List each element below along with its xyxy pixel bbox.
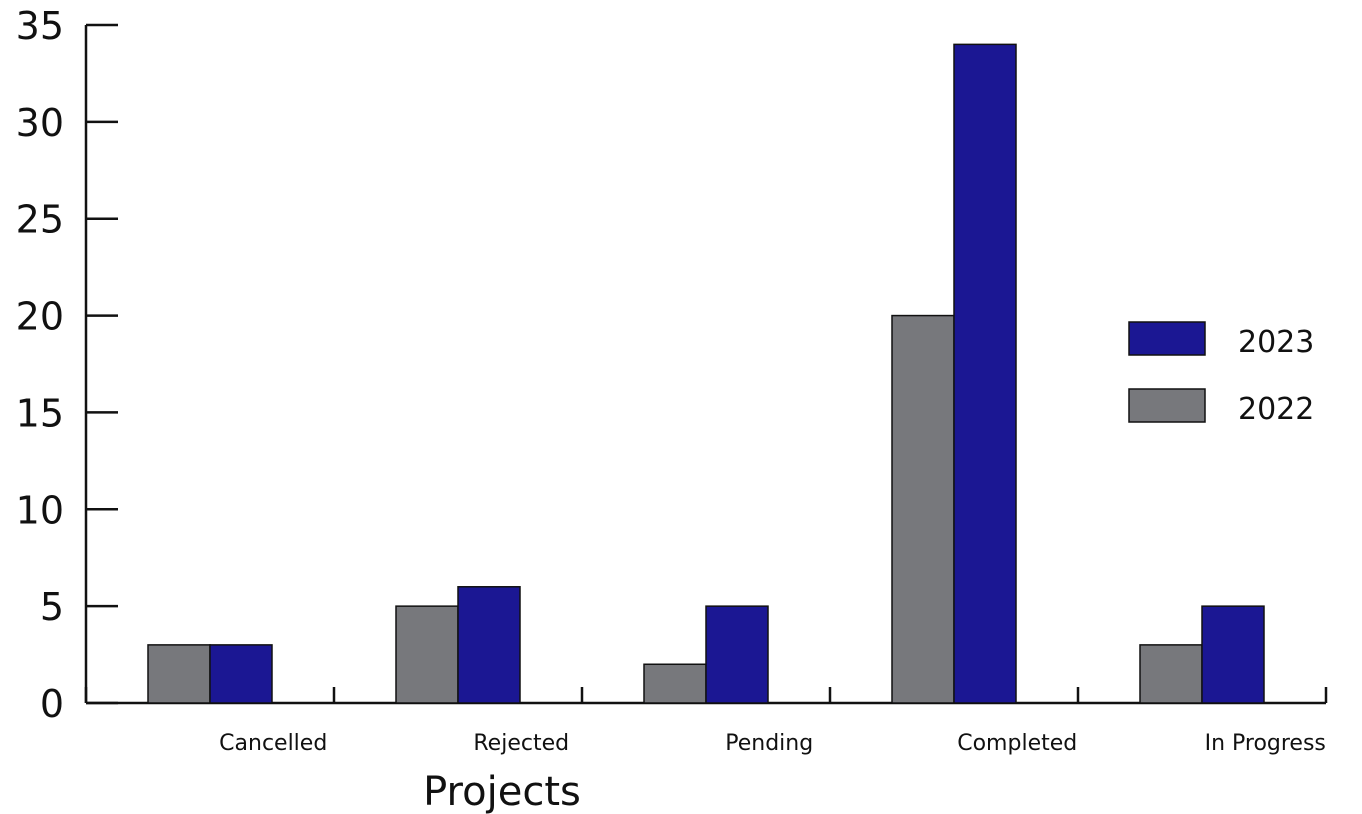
y-tick-label: 35: [16, 4, 64, 48]
category-label: Completed: [957, 731, 1077, 756]
category-label: In Progress: [1205, 731, 1326, 756]
bar-2023-cancelled: [209, 644, 273, 704]
legend-swatch-2022: [1128, 388, 1206, 423]
y-tick-label: 30: [16, 101, 64, 145]
bars: [147, 43, 1265, 704]
y-tick-label: 5: [40, 585, 64, 629]
legend: 2023 2022: [1128, 321, 1314, 427]
category-labels: Cancelled Rejected Pending Completed In Prog…: [219, 731, 1326, 756]
bar-2023-rejected: [457, 586, 521, 704]
y-axis: 0 5 10 15 20 25 30 35: [16, 4, 118, 726]
y-tick-label: 10: [16, 488, 64, 532]
legend-label-2023: 2023: [1238, 325, 1314, 360]
bar-2022-rejected: [395, 605, 459, 704]
bar-2022-completed: [891, 314, 955, 704]
bar-2022-in-progress: [1139, 644, 1203, 704]
y-tick-label: 15: [16, 391, 64, 435]
bar-2023-completed: [953, 43, 1017, 704]
category-label: Rejected: [473, 731, 569, 756]
category-label: Cancelled: [219, 731, 327, 756]
x-axis-label: Projects: [423, 769, 581, 814]
bar-2023-pending: [705, 605, 769, 704]
bar-2022-pending: [643, 663, 707, 704]
legend-swatch-2023: [1128, 321, 1206, 356]
y-tick-label: 25: [16, 198, 64, 242]
bar-2023-in-progress: [1201, 605, 1265, 704]
y-tick-label: 20: [16, 295, 64, 339]
y-tick-label: 0: [40, 682, 64, 726]
category-label: Pending: [725, 731, 813, 756]
legend-label-2022: 2022: [1238, 392, 1314, 427]
bar-2022-cancelled: [147, 644, 211, 704]
